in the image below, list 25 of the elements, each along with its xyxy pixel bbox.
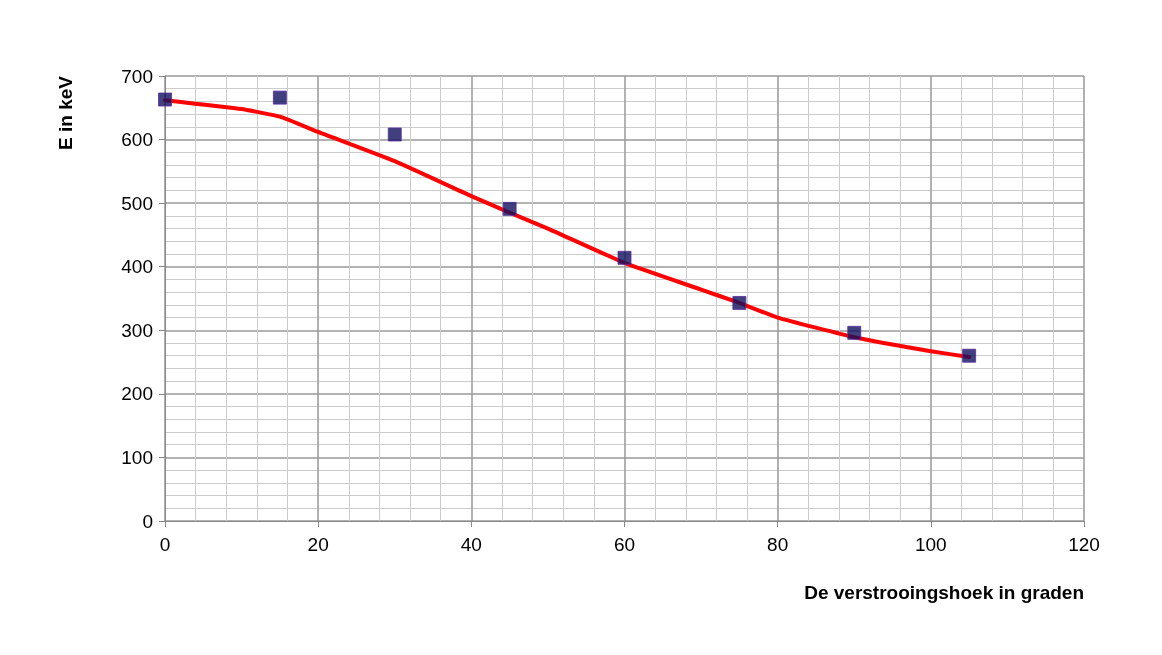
x-tick-label: 80 <box>767 534 789 555</box>
point <box>387 127 402 142</box>
point <box>158 92 172 107</box>
y-tick-label: 0 <box>142 510 153 532</box>
y-tick-label: 100 <box>121 446 153 468</box>
point <box>847 325 862 340</box>
point <box>502 201 517 216</box>
x-tick-label: 120 <box>1068 534 1100 555</box>
point <box>962 348 977 363</box>
point <box>732 295 747 310</box>
y-axis-title: E in keV <box>55 75 76 150</box>
x-tick-label: 100 <box>914 534 947 555</box>
x-tick-label: 0 <box>159 534 171 555</box>
y-tick-label: 400 <box>121 256 153 278</box>
x-axis-title: De verstrooingshoek in graden <box>804 582 1084 603</box>
y-tick-label: 200 <box>121 383 153 405</box>
y-tick-label: 500 <box>121 192 153 214</box>
x-tick-label: 60 <box>613 534 636 555</box>
y-tick-label: 700 <box>121 65 153 87</box>
x-tick-label: 40 <box>460 534 482 555</box>
y-tick-label: 300 <box>121 319 153 341</box>
y-tick-label: 600 <box>121 129 153 151</box>
point <box>272 90 287 105</box>
x-tick-label: 20 <box>307 534 329 555</box>
point <box>617 250 632 265</box>
